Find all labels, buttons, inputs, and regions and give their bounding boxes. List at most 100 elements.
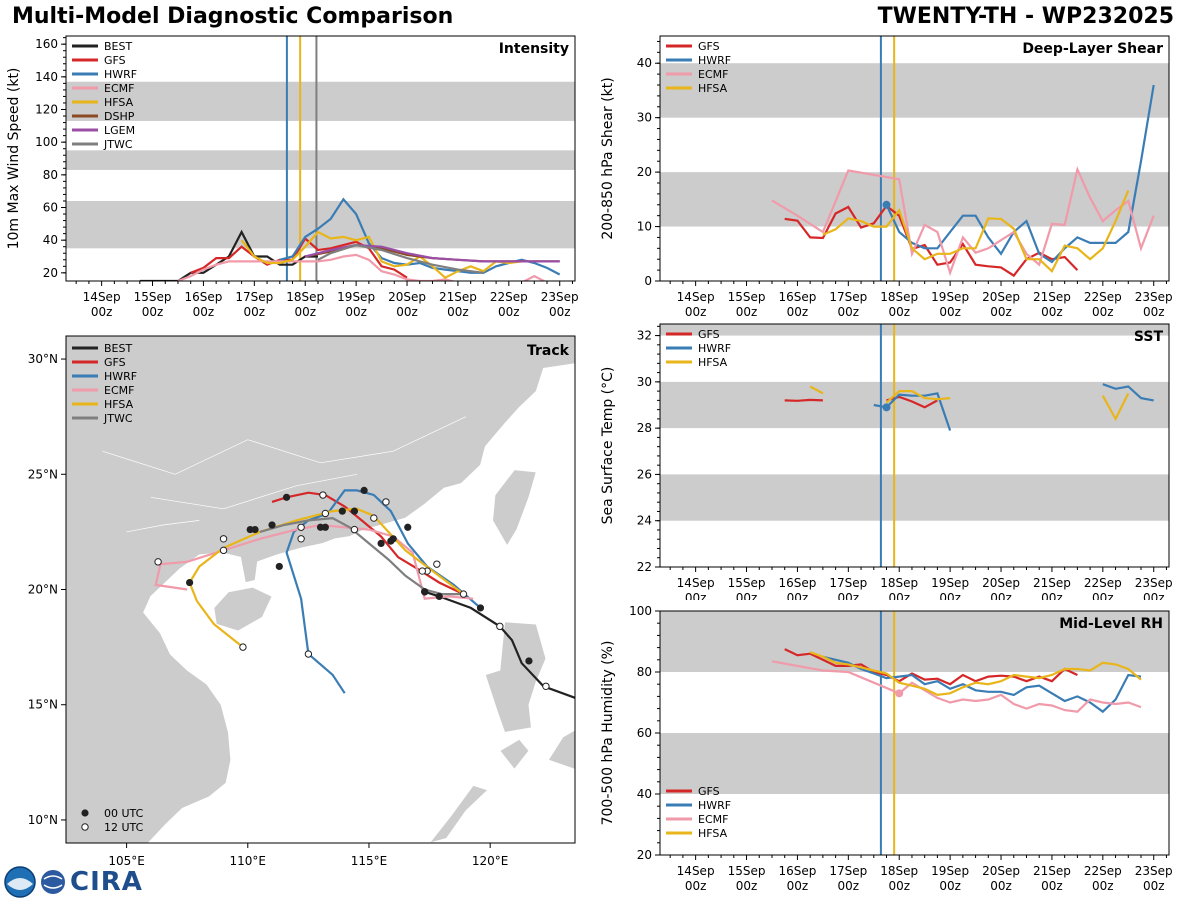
legend-label-gfs: GFS <box>104 54 126 67</box>
y-tick-label: 32 <box>637 329 652 343</box>
y-tick-label: 40 <box>43 233 58 247</box>
current-position-dot <box>895 689 904 698</box>
y-tick-label: 100 <box>35 135 58 149</box>
x-tick-hour: 00z <box>787 879 809 893</box>
cira-logo-text: CIRA <box>70 867 143 897</box>
track-line-jtwc <box>259 516 464 596</box>
x-tick-date: 22Sep <box>1084 290 1122 304</box>
x-tick-hour: 00z <box>396 305 418 319</box>
track-point-12utc <box>433 560 441 568</box>
x-tick-hour: 00z <box>736 879 758 893</box>
legend-label-hwrf: HWRF <box>104 370 137 383</box>
legend-label-hfsa: HFSA <box>698 356 728 369</box>
series-line-hfsa <box>809 385 824 395</box>
track-point-12utc <box>542 682 550 690</box>
lon-tick-label: 120°E <box>472 854 509 868</box>
track-point-12utc <box>350 525 359 534</box>
x-tick-date: 14Sep <box>677 290 715 304</box>
track-point-00utc <box>404 523 412 531</box>
legend-label-ecmf: ECMF <box>698 68 728 81</box>
track-point-00utc <box>268 521 276 529</box>
legend-label-jtwc: JTWC <box>103 138 133 151</box>
y-tick-label: 60 <box>43 201 58 215</box>
x-tick-date: 14Sep <box>677 864 715 878</box>
y-tick-label: 20 <box>637 848 652 862</box>
x-tick-hour: 00z <box>736 305 758 319</box>
lon-tick-label: 110°E <box>230 854 267 868</box>
x-tick-hour: 00z <box>294 305 316 319</box>
legend-label-best: BEST <box>104 342 132 355</box>
x-tick-hour: 00z <box>685 879 707 893</box>
x-tick-date: 17Sep <box>829 576 867 590</box>
x-tick-date: 21Sep <box>439 290 477 304</box>
track-point-12utc <box>319 491 327 499</box>
y-axis-label: 200-850 hPa Shear (kt) <box>600 77 616 239</box>
x-tick-date: 19Sep <box>931 290 969 304</box>
x-tick-date: 21Sep <box>1033 864 1071 878</box>
time-legend-00utc-marker <box>81 809 89 817</box>
sst-chart: 22242628303214Sep00z15Sep00z16Sep00z17Se… <box>600 323 1173 600</box>
x-tick-date: 22Sep <box>1084 576 1122 590</box>
time-legend-12utc-marker <box>81 823 89 831</box>
legend-label-hwrf: HWRF <box>104 68 137 81</box>
x-tick-date: 23Sep <box>1135 864 1173 878</box>
track-point-12utc <box>304 650 313 658</box>
legend-label-jtwc: JTWC <box>103 412 133 425</box>
y-tick-label: 160 <box>35 37 58 51</box>
x-tick-date: 20Sep <box>982 290 1020 304</box>
legend-label-gfs: GFS <box>698 328 720 341</box>
y-tick-label: 10 <box>637 220 652 234</box>
legend-label-hfsa: HFSA <box>698 82 728 95</box>
series-line-hwrf <box>885 84 1155 264</box>
track-point-00utc <box>360 486 368 495</box>
x-tick-date: 17Sep <box>235 290 273 304</box>
x-tick-date: 21Sep <box>1033 290 1071 304</box>
province-border <box>102 416 467 475</box>
legend-label-hfsa: HFSA <box>698 827 728 840</box>
x-tick-hour: 00z <box>990 591 1012 600</box>
x-tick-hour: 00z <box>888 879 910 893</box>
track-point-12utc <box>297 535 305 543</box>
series-line-gfs <box>784 398 823 402</box>
shear-chart: 01020304014Sep00z15Sep00z16Sep00z17Sep00… <box>600 35 1173 319</box>
legend-label-hwrf: HWRF <box>698 342 731 355</box>
panel-title: Deep-Layer Shear <box>1022 41 1163 57</box>
y-tick-label: 80 <box>637 665 652 679</box>
legend-label-gfs: GFS <box>698 785 720 798</box>
x-tick-date: 19Sep <box>931 864 969 878</box>
x-tick-date: 23Sep <box>541 290 579 304</box>
track-map: 105°E 110°E 115°E 120°E 10°N 15°N 20°N 25°N 30°N… <box>28 335 576 868</box>
x-tick-date: 16Sep <box>778 576 816 590</box>
panel-title: Track <box>527 343 570 359</box>
x-tick-hour: 00z <box>888 591 910 600</box>
legend-label-ecmf: ECMF <box>698 813 728 826</box>
legend-label-ecmf: ECMF <box>104 384 134 397</box>
x-tick-date: 20Sep <box>982 864 1020 878</box>
x-tick-hour: 00z <box>244 305 266 319</box>
y-tick-label: 26 <box>637 467 652 481</box>
x-tick-hour: 00z <box>1143 591 1165 600</box>
track-point-12utc <box>418 567 426 575</box>
current-position-dot <box>882 200 891 209</box>
track-point-00utc <box>350 507 359 515</box>
legend-label-hfsa: HFSA <box>104 398 134 411</box>
x-tick-date: 19Sep <box>931 576 969 590</box>
x-tick-date: 15Sep <box>134 290 172 304</box>
rh-chart: 2040608010014Sep00z15Sep00z16Sep00z17Sep… <box>600 604 1173 893</box>
legend-label-hfsa: HFSA <box>104 96 134 109</box>
track-point-12utc <box>219 546 228 555</box>
shaded-band <box>66 200 575 249</box>
lat-tick-label: 15°N <box>28 698 58 712</box>
legend-label-gfs: GFS <box>104 356 126 369</box>
x-tick-hour: 00z <box>685 591 707 600</box>
shaded-band <box>660 611 1169 672</box>
x-tick-date: 14Sep <box>83 290 121 304</box>
track-line-hwrf <box>285 489 482 694</box>
legend-label-lgem: LGEM <box>104 124 135 137</box>
x-tick-date: 23Sep <box>1135 576 1173 590</box>
y-tick-label: 24 <box>637 514 652 528</box>
track-point-00utc <box>435 592 443 601</box>
x-tick-hour: 00z <box>91 305 113 319</box>
track-point-00utc <box>525 657 533 665</box>
x-tick-hour: 00z <box>990 305 1012 319</box>
